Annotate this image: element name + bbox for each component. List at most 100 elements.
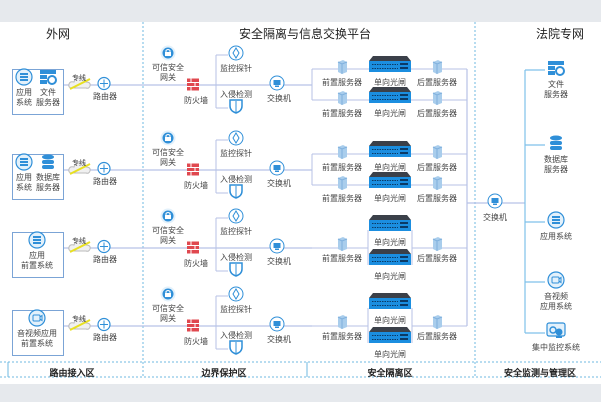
gateway-label: 可信安全 — [152, 304, 184, 313]
court-item-label: 文件 — [548, 80, 564, 89]
app-icon — [547, 211, 565, 233]
firewall-label: 防火墙 — [184, 337, 208, 346]
optical-gate-label: 单向光闸 — [374, 163, 406, 172]
firewall-icon — [187, 76, 199, 95]
monitor-probe-icon — [228, 286, 244, 306]
network-diagram: 外网 安全隔离与信息交换平台 法院专网 路由接入区 边界保护区 安全隔离区 安全… — [0, 22, 601, 384]
source-label: 服务器 — [36, 183, 60, 192]
gateway-label: 网关 — [160, 314, 176, 323]
intrusion-detection-shield-icon — [228, 98, 244, 118]
firewall-icon — [187, 317, 199, 336]
front-server-icon — [336, 144, 348, 164]
optical-gate-label: 单向光闸 — [374, 194, 406, 203]
firewall-label: 防火墙 — [184, 181, 208, 190]
court-item-label: 应用系统 — [540, 232, 572, 241]
router-label: 路由器 — [93, 177, 117, 186]
front-server-icon — [336, 90, 348, 110]
back-server-label: 后置服务器 — [417, 78, 457, 87]
zone-label-routing: 路由接入区 — [49, 369, 95, 379]
front-server-icon — [336, 314, 348, 334]
switch-icon — [269, 75, 285, 95]
video-icon — [28, 309, 46, 331]
app-icon — [28, 231, 46, 253]
app-icon — [15, 68, 33, 90]
back-server-label: 后置服务器 — [417, 194, 457, 203]
file-server-icon — [39, 69, 57, 89]
front-server-label: 前置服务器 — [322, 194, 362, 203]
leased-line-cloud-icon — [67, 237, 93, 259]
leased-line-label: 专线 — [72, 315, 86, 323]
source-label: 前置系统 — [21, 339, 53, 348]
monitor-probe-label: 监控探针 — [220, 149, 252, 158]
leased-line-label: 专线 — [72, 74, 86, 82]
router-icon — [97, 76, 111, 95]
court-item-label: 数据库 — [544, 155, 568, 164]
app-icon — [15, 153, 33, 175]
gateway-label: 网关 — [160, 158, 176, 167]
optical-gate-icon — [369, 293, 411, 315]
intrusion-detection-label: 入侵检测 — [220, 175, 252, 184]
gateway-icon — [160, 286, 176, 306]
source-label: 应用 — [16, 173, 32, 182]
firewall-label: 防火墙 — [184, 96, 208, 105]
front-server-icon — [336, 175, 348, 195]
intrusion-detection-shield-icon — [228, 183, 244, 203]
file-server-icon — [547, 60, 565, 80]
monitor-system-icon — [546, 322, 566, 344]
firewall-label: 防火墙 — [184, 259, 208, 268]
gateway-label: 可信安全 — [152, 63, 184, 72]
zone-label-isolation: 安全隔离区 — [367, 369, 413, 379]
section-title-outer-net: 外网 — [45, 27, 71, 41]
monitor-probe-icon — [228, 208, 244, 228]
source-label: 系统 — [16, 98, 32, 107]
router-icon — [97, 161, 111, 180]
monitor-probe-label: 监控探针 — [220, 305, 252, 314]
source-label: 文件 — [40, 88, 56, 97]
back-server-icon — [431, 144, 443, 164]
intrusion-detection-label: 入侵检测 — [220, 253, 252, 262]
court-item-label: 应用系统 — [540, 302, 572, 311]
router-icon — [97, 317, 111, 336]
switch-label: 交换机 — [267, 94, 291, 103]
optical-gate-icon — [369, 249, 411, 271]
optical-gate-label: 单向光闸 — [374, 350, 406, 359]
switch-label: 交换机 — [267, 179, 291, 188]
zone-label-boundary: 边界保护区 — [201, 369, 247, 379]
front-server-label: 前置服务器 — [322, 163, 362, 172]
section-title-court-net: 法院专网 — [535, 27, 585, 41]
back-server-icon — [431, 90, 443, 110]
court-item-label: 集中监控系统 — [532, 343, 580, 352]
leased-line-label: 专线 — [72, 237, 86, 245]
back-server-icon — [431, 175, 443, 195]
optical-gate-label: 单向光闸 — [374, 316, 406, 325]
front-server-label: 前置服务器 — [322, 78, 362, 87]
gateway-icon — [160, 208, 176, 228]
optical-gate-label: 单向光闸 — [374, 109, 406, 118]
router-label: 路由器 — [93, 92, 117, 101]
firewall-icon — [187, 239, 199, 258]
intrusion-detection-shield-icon — [228, 339, 244, 359]
court-item-label: 服务器 — [544, 165, 568, 174]
front-server-icon — [336, 59, 348, 79]
back-server-label: 后置服务器 — [417, 254, 457, 263]
optical-gate-icon — [369, 215, 411, 237]
intrusion-detection-shield-icon — [228, 261, 244, 281]
back-server-icon — [431, 236, 443, 256]
source-label: 服务器 — [36, 98, 60, 107]
firewall-icon — [187, 161, 199, 180]
gateway-label: 可信安全 — [152, 226, 184, 235]
video-icon — [547, 271, 565, 293]
optical-gate-icon — [369, 56, 411, 78]
optical-gate-icon — [369, 87, 411, 109]
optical-gate-icon — [369, 172, 411, 194]
leased-line-label: 专线 — [72, 159, 86, 167]
optical-gate-label: 单向光闸 — [374, 272, 406, 281]
court-switch-label: 交换机 — [483, 213, 507, 222]
gateway-icon — [160, 45, 176, 65]
court-item-label: 音视频 — [544, 292, 568, 301]
optical-gate-icon — [369, 141, 411, 163]
switch-icon — [269, 316, 285, 336]
leased-line-cloud-icon — [67, 159, 93, 181]
database-icon — [41, 154, 55, 174]
switch-icon — [269, 238, 285, 258]
